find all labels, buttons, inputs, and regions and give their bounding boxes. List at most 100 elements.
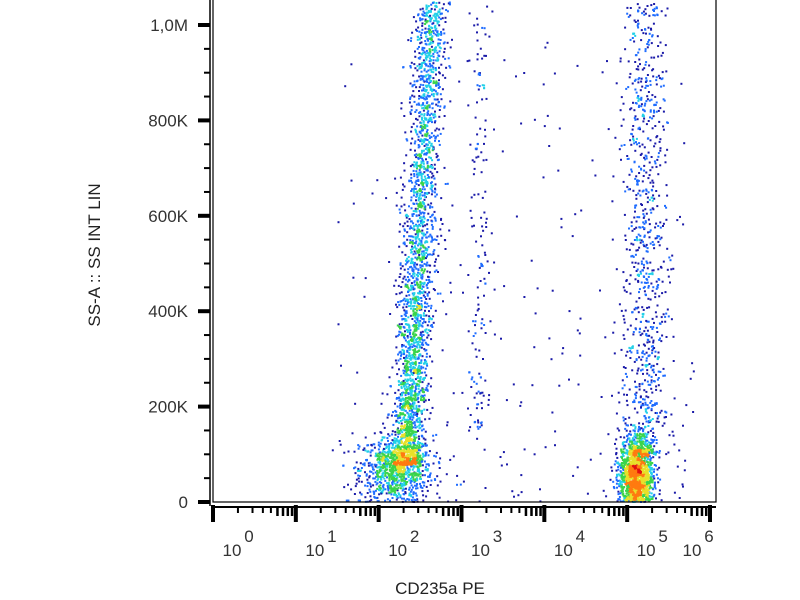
- data-point: [413, 439, 416, 442]
- data-point: [472, 173, 475, 176]
- data-point: [411, 269, 414, 272]
- data-point: [421, 46, 424, 49]
- data-point: [436, 154, 439, 157]
- data-point: [374, 480, 377, 483]
- data-point: [416, 392, 419, 395]
- data-point: [418, 75, 421, 78]
- data-point: [489, 320, 492, 323]
- data-point: [398, 462, 401, 464]
- data-point: [395, 469, 398, 472]
- data-point: [372, 443, 375, 446]
- data-point: [429, 329, 432, 332]
- data-point: [469, 143, 472, 146]
- data-point: [391, 497, 394, 499]
- data-point: [358, 475, 361, 477]
- data-point: [643, 465, 646, 467]
- data-point: [615, 476, 618, 479]
- data-point: [423, 246, 426, 249]
- data-point: [474, 320, 477, 323]
- data-point: [416, 398, 419, 401]
- data-point: [410, 37, 413, 40]
- data-point: [424, 305, 426, 308]
- data-point: [427, 475, 429, 478]
- data-point: [388, 469, 391, 471]
- data-point: [414, 149, 416, 152]
- data-point: [420, 252, 423, 255]
- data-point: [421, 191, 423, 194]
- data-point: [367, 464, 370, 467]
- data-point: [416, 302, 419, 305]
- data-point: [394, 461, 397, 464]
- data-point: [381, 459, 384, 462]
- data-point: [405, 357, 408, 360]
- data-point: [427, 176, 430, 178]
- data-point: [481, 244, 484, 247]
- data-point: [409, 329, 412, 332]
- data-point: [427, 104, 430, 107]
- data-point: [420, 297, 423, 299]
- data-point: [403, 169, 406, 172]
- data-point: [424, 466, 427, 469]
- data-point: [399, 273, 402, 276]
- data-point: [630, 463, 633, 466]
- data-point: [429, 68, 432, 71]
- data-point: [435, 127, 438, 130]
- data-point: [482, 394, 485, 397]
- data-point: [415, 28, 418, 31]
- data-point: [419, 34, 422, 37]
- data-point: [399, 459, 402, 461]
- data-point: [386, 393, 389, 396]
- data-point: [422, 378, 425, 381]
- data-point: [623, 458, 626, 461]
- data-point: [397, 473, 400, 476]
- data-point: [420, 367, 423, 370]
- data-point: [473, 380, 476, 383]
- data-point: [431, 236, 433, 239]
- data-point: [620, 474, 623, 477]
- data-point: [396, 466, 398, 469]
- data-point: [438, 46, 441, 49]
- data-point: [432, 253, 435, 256]
- data-point: [375, 497, 378, 500]
- data-point: [632, 492, 635, 495]
- data-point: [411, 188, 413, 191]
- data-point: [636, 485, 639, 488]
- data-point: [413, 250, 416, 253]
- data-point: [430, 80, 432, 82]
- data-point: [406, 336, 409, 339]
- data-point: [403, 303, 406, 306]
- data-point: [407, 397, 410, 400]
- data-point: [423, 97, 426, 100]
- data-point: [394, 466, 397, 469]
- data-point: [391, 473, 394, 476]
- data-point: [419, 19, 422, 22]
- data-point: [421, 254, 424, 257]
- data-point: [646, 480, 649, 483]
- data-point: [415, 202, 418, 205]
- data-point: [396, 467, 399, 470]
- data-point: [409, 428, 412, 431]
- data-point: [651, 448, 654, 451]
- data-point: [405, 418, 408, 421]
- data-point: [411, 239, 414, 242]
- data-point: [445, 66, 448, 69]
- data-point: [422, 494, 425, 497]
- data-point: [481, 318, 484, 321]
- data-point: [483, 142, 485, 145]
- data-point: [412, 294, 415, 297]
- data-point: [405, 328, 408, 331]
- data-point: [650, 467, 653, 469]
- data-point: [415, 153, 418, 156]
- data-point: [421, 48, 424, 51]
- data-point: [444, 16, 447, 19]
- data-point: [422, 49, 425, 52]
- data-point: [620, 489, 623, 492]
- data-point: [412, 333, 414, 336]
- data-point: [648, 455, 651, 458]
- data-point: [415, 236, 417, 239]
- data-point: [410, 451, 413, 454]
- data-point: [417, 36, 419, 39]
- data-point: [431, 280, 434, 283]
- data-point: [627, 472, 630, 475]
- data-point: [481, 391, 484, 394]
